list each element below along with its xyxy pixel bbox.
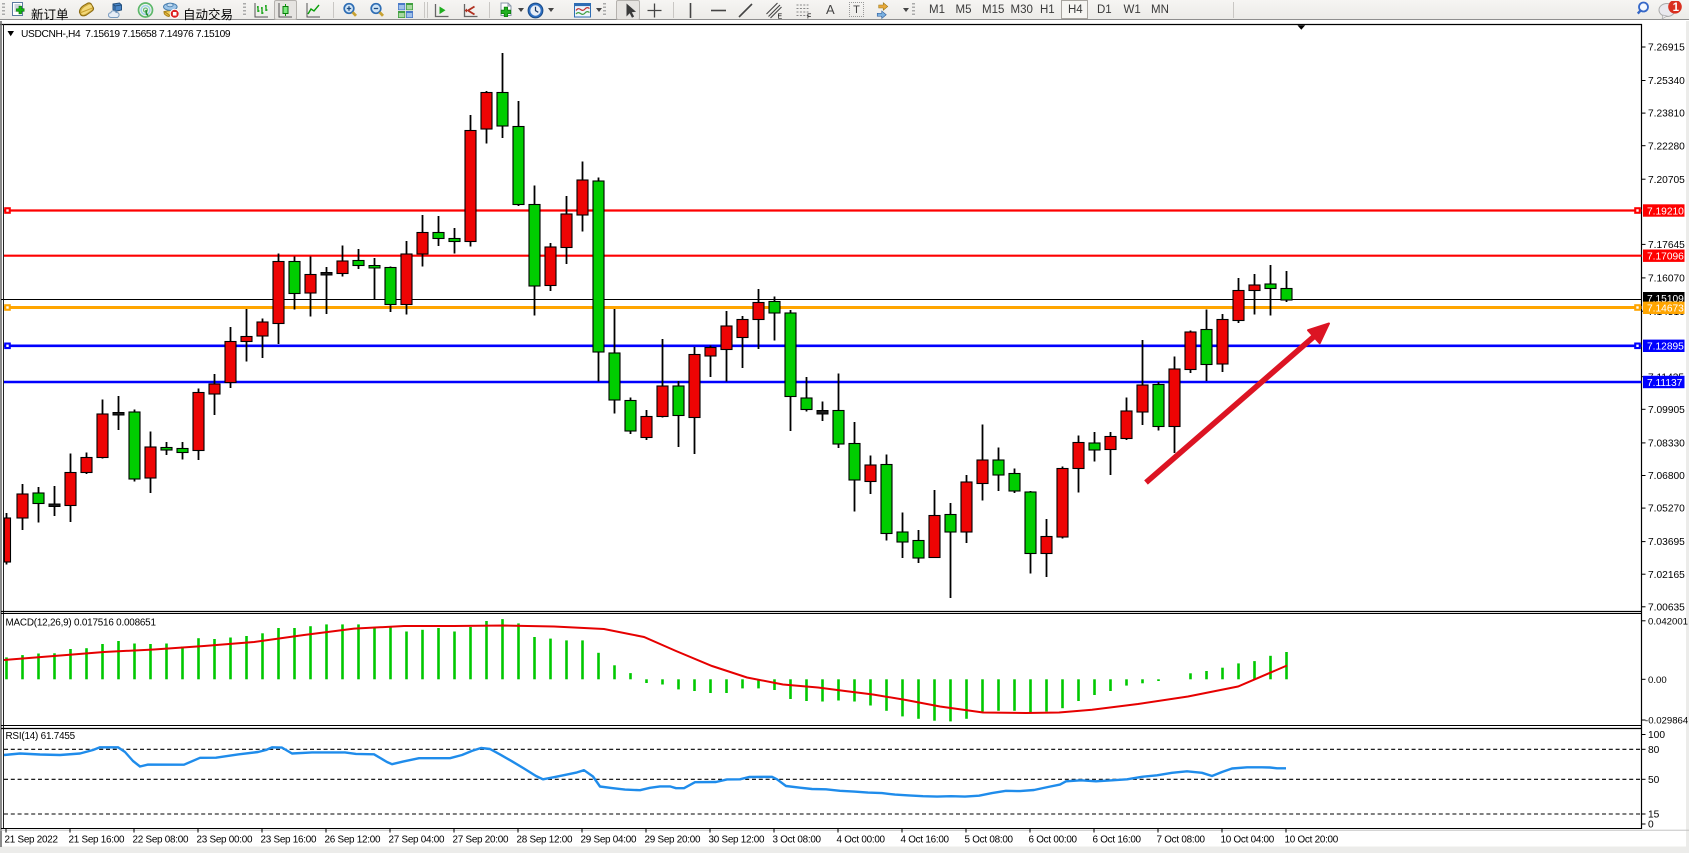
svg-text:23 Sep 00:00: 23 Sep 00:00 (197, 835, 254, 846)
svg-text:29 Sep 04:00: 29 Sep 04:00 (581, 835, 638, 846)
svg-text:80: 80 (1648, 745, 1660, 756)
svg-text:23 Sep 16:00: 23 Sep 16:00 (261, 835, 318, 846)
svg-text:7.20705: 7.20705 (1648, 175, 1685, 186)
svg-text:22 Sep 08:00: 22 Sep 08:00 (133, 835, 190, 846)
svg-text:15: 15 (1648, 810, 1660, 821)
svg-text:4 Oct 16:00: 4 Oct 16:00 (901, 835, 950, 846)
svg-text:26 Sep 12:00: 26 Sep 12:00 (325, 835, 382, 846)
svg-text:7.15109: 7.15109 (1647, 294, 1684, 305)
svg-text:F: F (807, 13, 811, 19)
svg-text:100: 100 (1648, 730, 1665, 741)
svg-text:-0.029864: -0.029864 (1645, 716, 1689, 727)
svg-text:0.00: 0.00 (1648, 675, 1667, 686)
svg-text:6 Oct 00:00: 6 Oct 00:00 (1029, 835, 1078, 846)
svg-text:6 Oct 16:00: 6 Oct 16:00 (1093, 835, 1142, 846)
svg-text:7.09905: 7.09905 (1648, 405, 1685, 416)
svg-text:7.16070: 7.16070 (1648, 274, 1685, 285)
svg-text:21 Sep 2022: 21 Sep 2022 (5, 835, 58, 846)
svg-text:10 Oct 04:00: 10 Oct 04:00 (1221, 835, 1275, 846)
svg-text:7.17096: 7.17096 (1647, 252, 1684, 263)
svg-text:7.25340: 7.25340 (1648, 76, 1685, 87)
svg-text:7.12895: 7.12895 (1647, 342, 1684, 353)
svg-text:7.19210: 7.19210 (1647, 206, 1684, 217)
svg-text:27 Sep 04:00: 27 Sep 04:00 (389, 835, 446, 846)
svg-text:7.26915: 7.26915 (1648, 43, 1685, 54)
svg-text:7.14673: 7.14673 (1647, 304, 1684, 315)
svg-text:29 Sep 20:00: 29 Sep 20:00 (645, 835, 702, 846)
svg-text:3 Oct 08:00: 3 Oct 08:00 (773, 835, 822, 846)
svg-text:E: E (778, 13, 783, 19)
svg-text:21 Sep 16:00: 21 Sep 16:00 (69, 835, 126, 846)
svg-text:50: 50 (1648, 775, 1660, 786)
svg-text:0: 0 (1648, 820, 1654, 831)
svg-text:7.23810: 7.23810 (1648, 109, 1685, 120)
svg-text:7.05270: 7.05270 (1648, 504, 1685, 515)
svg-text:7.22280: 7.22280 (1648, 141, 1685, 152)
svg-text:7 Oct 08:00: 7 Oct 08:00 (1157, 835, 1206, 846)
svg-text:7.02165: 7.02165 (1648, 570, 1685, 581)
svg-text:1: 1 (1673, 2, 1680, 14)
svg-text:RSI(14) 61.7455: RSI(14) 61.7455 (6, 731, 76, 742)
svg-text:0.042001: 0.042001 (1648, 616, 1688, 627)
svg-text:7.17645: 7.17645 (1648, 240, 1685, 251)
svg-text:28 Sep 12:00: 28 Sep 12:00 (517, 835, 574, 846)
svg-text:7.11137: 7.11137 (1647, 378, 1683, 389)
svg-text:5 Oct 08:00: 5 Oct 08:00 (965, 835, 1014, 846)
svg-text:27 Sep 20:00: 27 Sep 20:00 (453, 835, 510, 846)
svg-text:10 Oct 20:00: 10 Oct 20:00 (1285, 835, 1339, 846)
svg-text:7.06800: 7.06800 (1648, 471, 1685, 482)
svg-text:30 Sep 12:00: 30 Sep 12:00 (709, 835, 766, 846)
svg-text:7.08330: 7.08330 (1648, 439, 1685, 450)
svg-text:7.00635: 7.00635 (1648, 602, 1685, 613)
svg-text:USDCNH-,H4 7.15619 7.15658 7.: USDCNH-,H4 7.15619 7.15658 7.14976 7.151… (21, 29, 231, 40)
svg-text:7.03695: 7.03695 (1648, 537, 1685, 548)
svg-text:MACD(12,26,9) 0.017516 0.00865: MACD(12,26,9) 0.017516 0.008651 (6, 618, 157, 629)
svg-text:4 Oct 00:00: 4 Oct 00:00 (837, 835, 886, 846)
